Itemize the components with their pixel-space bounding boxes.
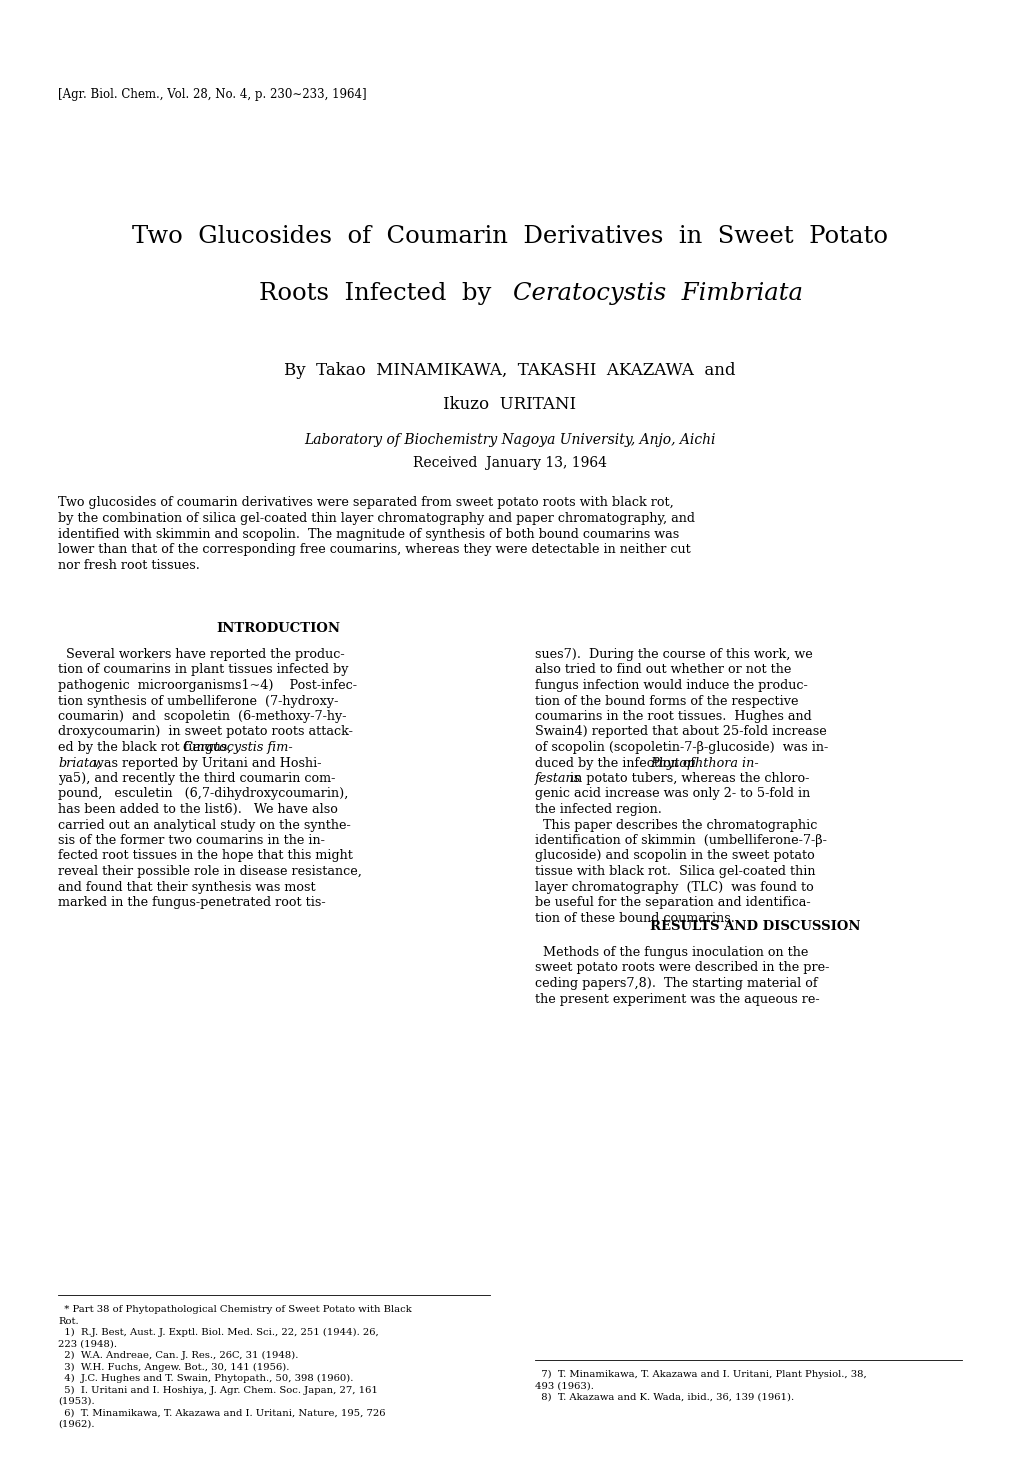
Text: 5)  I. Uritani and I. Hoshiya, J. Agr. Chem. Soc. Japan, 27, 161: 5) I. Uritani and I. Hoshiya, J. Agr. Ch… (58, 1386, 377, 1394)
Text: Roots  Infected  by: Roots Infected by (259, 283, 506, 305)
Text: layer chromatography  (TLC)  was found to: layer chromatography (TLC) was found to (535, 880, 813, 893)
Text: coumarin)  and  scopoletin  (6-methoxy-7-hy-: coumarin) and scopoletin (6-methoxy-7-hy… (58, 710, 346, 723)
Text: Ceratocystis  Fimbriata: Ceratocystis Fimbriata (513, 283, 802, 305)
Text: has been added to the list6).   We have also: has been added to the list6). We have al… (58, 803, 337, 816)
Text: (1953).: (1953). (58, 1397, 95, 1406)
Text: Received  January 13, 1964: Received January 13, 1964 (413, 456, 606, 471)
Text: * Part 38 of Phytopathological Chemistry of Sweet Potato with Black: * Part 38 of Phytopathological Chemistry… (58, 1305, 412, 1314)
Text: Methods of the fungus inoculation on the: Methods of the fungus inoculation on the (535, 946, 808, 959)
Text: marked in the fungus-penetrated root tis-: marked in the fungus-penetrated root tis… (58, 896, 325, 909)
Text: by the combination of silica gel-coated thin layer chromatography and paper chro: by the combination of silica gel-coated … (58, 511, 694, 525)
Text: was reported by Uritani and Hoshi-: was reported by Uritani and Hoshi- (89, 756, 321, 769)
Text: Rot.: Rot. (58, 1317, 78, 1326)
Text: Two glucosides of coumarin derivatives were separated from sweet potato roots wi: Two glucosides of coumarin derivatives w… (58, 495, 674, 508)
Text: of scopolin (scopoletin-7-β-glucoside)  was in-: of scopolin (scopoletin-7-β-glucoside) w… (535, 742, 827, 755)
Text: Swain4) reported that about 25-fold increase: Swain4) reported that about 25-fold incr… (535, 726, 826, 739)
Text: tion of the bound forms of the respective: tion of the bound forms of the respectiv… (535, 695, 798, 708)
Text: lower than that of the corresponding free coumarins, whereas they were detectabl: lower than that of the corresponding fre… (58, 543, 690, 557)
Text: Several workers have reported the produc-: Several workers have reported the produc… (58, 648, 344, 661)
Text: the infected region.: the infected region. (535, 803, 661, 816)
Text: duced by the infection of: duced by the infection of (535, 756, 699, 769)
Text: By  Takao  MINAMIKAWA,  TAKASHI  AKAZAWA  and: By Takao MINAMIKAWA, TAKASHI AKAZAWA and (284, 361, 735, 379)
Text: RESULTS AND DISCUSSION: RESULTS AND DISCUSSION (649, 919, 859, 932)
Text: [Agr. Biol. Chem., Vol. 28, No. 4, p. 230∼233, 1964]: [Agr. Biol. Chem., Vol. 28, No. 4, p. 23… (58, 87, 366, 101)
Text: glucoside) and scopolin in the sweet potato: glucoside) and scopolin in the sweet pot… (535, 849, 814, 863)
Text: Laboratory of Biochemistry Nagoya University, Anjo, Aichi: Laboratory of Biochemistry Nagoya Univer… (304, 433, 715, 447)
Text: sweet potato roots were described in the pre-: sweet potato roots were described in the… (535, 962, 828, 975)
Text: 1)  R.J. Best, Aust. J. Exptl. Biol. Med. Sci., 22, 251 (1944). 26,: 1) R.J. Best, Aust. J. Exptl. Biol. Med.… (58, 1327, 378, 1338)
Text: pound,   esculetin   (6,7-dihydroxycoumarin),: pound, esculetin (6,7-dihydroxycoumarin)… (58, 787, 348, 800)
Text: tion synthesis of umbelliferone  (7-hydroxy-: tion synthesis of umbelliferone (7-hydro… (58, 695, 338, 708)
Text: festans: festans (535, 772, 581, 785)
Text: sis of the former two coumarins in the in-: sis of the former two coumarins in the i… (58, 833, 325, 847)
Text: fungus infection would induce the produc-: fungus infection would induce the produc… (535, 679, 807, 692)
Text: identified with skimmin and scopolin.  The magnitude of synthesis of both bound : identified with skimmin and scopolin. Th… (58, 527, 679, 541)
Text: Ikuzo  URITANI: Ikuzo URITANI (443, 396, 576, 412)
Text: 6)  T. Minamikawa, T. Akazawa and I. Uritani, Nature, 195, 726: 6) T. Minamikawa, T. Akazawa and I. Urit… (58, 1409, 385, 1418)
Text: (1962).: (1962). (58, 1421, 95, 1429)
Text: the present experiment was the aqueous re-: the present experiment was the aqueous r… (535, 992, 819, 1005)
Text: in potato tubers, whereas the chloro-: in potato tubers, whereas the chloro- (566, 772, 809, 785)
Text: 223 (1948).: 223 (1948). (58, 1339, 117, 1349)
Text: identification of skimmin  (umbelliferone-7-β-: identification of skimmin (umbelliferone… (535, 833, 826, 847)
Text: This paper describes the chromatographic: This paper describes the chromatographic (535, 819, 816, 832)
Text: fected root tissues in the hope that this might: fected root tissues in the hope that thi… (58, 849, 353, 863)
Text: tion of coumarins in plant tissues infected by: tion of coumarins in plant tissues infec… (58, 663, 348, 676)
Text: carried out an analytical study on the synthe-: carried out an analytical study on the s… (58, 819, 351, 832)
Text: tion of these bound coumarins.: tion of these bound coumarins. (535, 912, 734, 925)
Text: sues7).  During the course of this work, we: sues7). During the course of this work, … (535, 648, 812, 661)
Text: Two  Glucosides  of  Coumarin  Derivatives  in  Sweet  Potato: Two Glucosides of Coumarin Derivatives i… (131, 224, 888, 248)
Text: 2)  W.A. Andreae, Can. J. Res., 26C, 31 (1948).: 2) W.A. Andreae, Can. J. Res., 26C, 31 (… (58, 1351, 299, 1361)
Text: pathogenic  microorganisms1~4)    Post-infec-: pathogenic microorganisms1~4) Post-infec… (58, 679, 357, 692)
Text: ya5), and recently the third coumarin com-: ya5), and recently the third coumarin co… (58, 772, 335, 785)
Text: be useful for the separation and identifica-: be useful for the separation and identif… (535, 896, 810, 909)
Text: 8)  T. Akazawa and K. Wada, ibid., 36, 139 (1961).: 8) T. Akazawa and K. Wada, ibid., 36, 13… (535, 1393, 794, 1402)
Text: INTRODUCTION: INTRODUCTION (216, 622, 339, 635)
Text: 7)  T. Minamikawa, T. Akazawa and I. Uritani, Plant Physiol., 38,: 7) T. Minamikawa, T. Akazawa and I. Urit… (535, 1370, 866, 1380)
Text: Ceratocystis fim-: Ceratocystis fim- (182, 742, 291, 755)
Text: briata,: briata, (58, 756, 101, 769)
Text: nor fresh root tissues.: nor fresh root tissues. (58, 559, 200, 573)
Text: 3)  W.H. Fuchs, Angew. Bot., 30, 141 (1956).: 3) W.H. Fuchs, Angew. Bot., 30, 141 (195… (58, 1362, 289, 1371)
Text: genic acid increase was only 2- to 5-fold in: genic acid increase was only 2- to 5-fol… (535, 787, 809, 800)
Text: reveal their possible role in disease resistance,: reveal their possible role in disease re… (58, 865, 362, 879)
Text: and found that their synthesis was most: and found that their synthesis was most (58, 880, 315, 893)
Text: tissue with black rot.  Silica gel-coated thin: tissue with black rot. Silica gel-coated… (535, 865, 815, 879)
Text: Phytophthora in-: Phytophthora in- (650, 756, 758, 769)
Text: ed by the black rot fungus,: ed by the black rot fungus, (58, 742, 235, 755)
Text: also tried to find out whether or not the: also tried to find out whether or not th… (535, 663, 791, 676)
Text: 493 (1963).: 493 (1963). (535, 1381, 593, 1390)
Text: 4)  J.C. Hughes and T. Swain, Phytopath., 50, 398 (1960).: 4) J.C. Hughes and T. Swain, Phytopath.,… (58, 1374, 353, 1383)
Text: ceding papers7,8).  The starting material of: ceding papers7,8). The starting material… (535, 978, 817, 989)
Text: coumarins in the root tissues.  Hughes and: coumarins in the root tissues. Hughes an… (535, 710, 811, 723)
Text: droxycoumarin)  in sweet potato roots attack-: droxycoumarin) in sweet potato roots att… (58, 726, 353, 739)
